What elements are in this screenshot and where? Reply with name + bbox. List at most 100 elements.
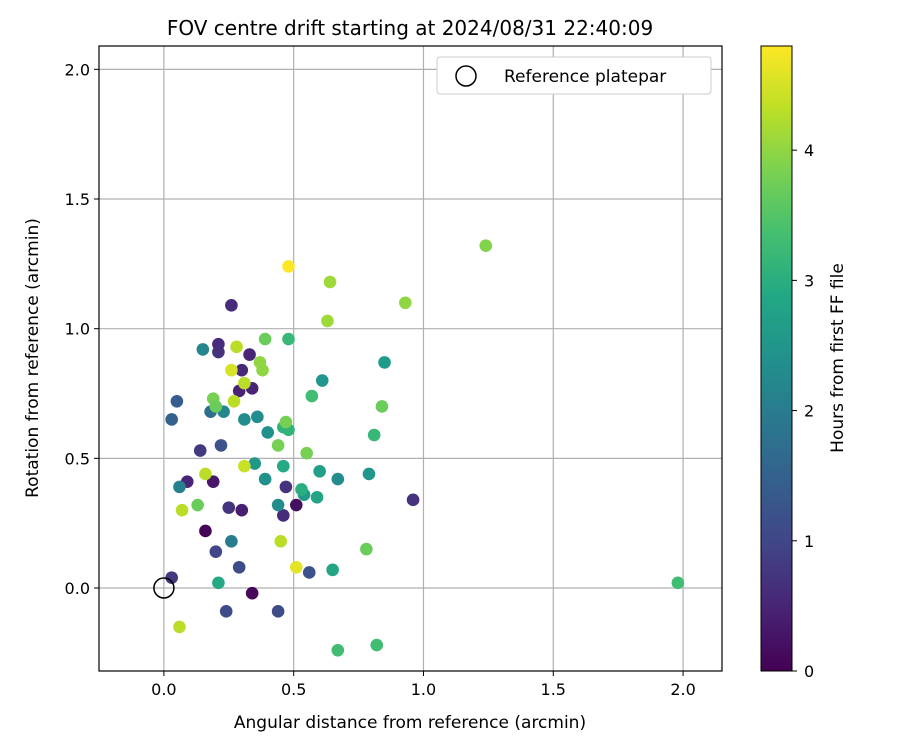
data-point — [170, 394, 184, 408]
data-point — [227, 394, 241, 408]
data-point — [479, 239, 493, 252]
data-point — [323, 275, 337, 289]
data-point — [258, 332, 272, 346]
data-point — [279, 480, 293, 494]
data-point — [214, 439, 228, 452]
y-tick-label: 2.0 — [65, 60, 90, 79]
data-point — [209, 545, 223, 559]
data-point — [271, 498, 285, 512]
data-point — [209, 400, 223, 413]
reference-platepar-marker — [153, 577, 175, 599]
colorbar-tick-label: 1 — [804, 532, 814, 551]
grid — [99, 46, 722, 671]
data-point — [219, 605, 233, 618]
data-point — [305, 389, 319, 403]
data-point — [199, 467, 212, 481]
colorbar-tick-label: 0 — [804, 662, 814, 681]
legend-box — [436, 56, 712, 95]
data-point — [282, 332, 295, 346]
colorbar-tick-label: 4 — [804, 141, 814, 160]
data-point — [295, 483, 308, 496]
data-point — [331, 643, 345, 657]
data-point — [238, 413, 251, 426]
data-point — [173, 620, 186, 634]
data-point — [225, 299, 238, 312]
data-point — [238, 459, 251, 473]
data-point — [370, 638, 384, 652]
x-tick-label: 1.0 — [411, 680, 436, 699]
colorbar-gradient — [760, 45, 793, 672]
y-tick-label: 1.0 — [65, 320, 90, 339]
x-tick-label: 2.0 — [670, 680, 695, 699]
data-point — [375, 400, 389, 413]
plot-frame — [98, 45, 723, 672]
data-point — [321, 314, 334, 328]
scatter-points — [153, 239, 685, 657]
chart-title: FOV centre drift starting at 2024/08/31 … — [167, 16, 653, 40]
data-point — [212, 576, 225, 590]
legend: Reference platepar — [436, 56, 712, 95]
x-tick-label: 0.0 — [151, 680, 176, 699]
y-axis-label: Rotation from reference (arcmin) — [23, 218, 43, 498]
data-point — [289, 498, 303, 512]
data-point — [232, 560, 246, 574]
colorbar-tick-label: 3 — [804, 271, 814, 290]
data-point — [406, 493, 420, 507]
colorbar-ticks: 0 1 2 3 4 — [792, 141, 814, 681]
data-point — [277, 459, 290, 473]
y-axis-ticks: 0.0 0.5 1.0 1.5 2.0 — [65, 60, 99, 598]
data-point — [671, 576, 685, 590]
data-point — [165, 413, 178, 426]
x-axis-ticks: 0.0 0.5 1.0 1.5 2.0 — [151, 671, 696, 699]
data-point — [212, 337, 225, 351]
data-point — [165, 571, 178, 584]
data-point — [256, 363, 269, 377]
x-tick-label: 0.5 — [281, 680, 306, 699]
data-point — [191, 498, 204, 512]
data-point — [248, 457, 262, 470]
data-point — [238, 376, 251, 390]
data-point — [289, 560, 303, 574]
data-point — [302, 566, 316, 579]
legend-label: Reference platepar — [504, 67, 666, 87]
data-point — [206, 475, 220, 488]
data-point — [360, 542, 373, 556]
data-point — [261, 426, 275, 439]
data-point — [251, 410, 264, 424]
colorbar-tick-label: 2 — [804, 402, 814, 421]
legend-marker — [455, 65, 477, 87]
data-point — [230, 340, 243, 354]
data-point — [173, 480, 186, 494]
data-point — [222, 501, 236, 514]
data-point — [315, 374, 329, 387]
data-point — [225, 535, 238, 548]
data-point — [277, 509, 290, 522]
data-point — [271, 439, 285, 452]
data-point — [300, 446, 313, 460]
data-point — [243, 348, 256, 361]
data-point — [279, 415, 293, 429]
data-point — [326, 563, 339, 577]
data-point — [199, 524, 212, 538]
data-point — [193, 444, 207, 457]
colorbar: 0 1 2 3 4 Hours from first FF file — [760, 45, 848, 681]
y-tick-label: 0.5 — [65, 449, 90, 468]
data-point — [282, 260, 295, 273]
data-point — [245, 586, 259, 600]
data-point — [235, 503, 249, 517]
data-point — [225, 363, 238, 377]
data-point — [310, 490, 324, 504]
data-point — [271, 605, 285, 618]
data-point — [274, 535, 288, 548]
data-point — [331, 472, 345, 486]
y-tick-label: 1.5 — [65, 190, 90, 209]
y-tick-label: 0.0 — [65, 579, 90, 598]
data-point — [196, 343, 210, 356]
data-point — [313, 465, 326, 478]
data-point — [399, 296, 412, 310]
data-point — [175, 503, 189, 517]
data-point — [258, 472, 272, 486]
data-point — [362, 467, 376, 481]
data-point — [378, 356, 391, 369]
